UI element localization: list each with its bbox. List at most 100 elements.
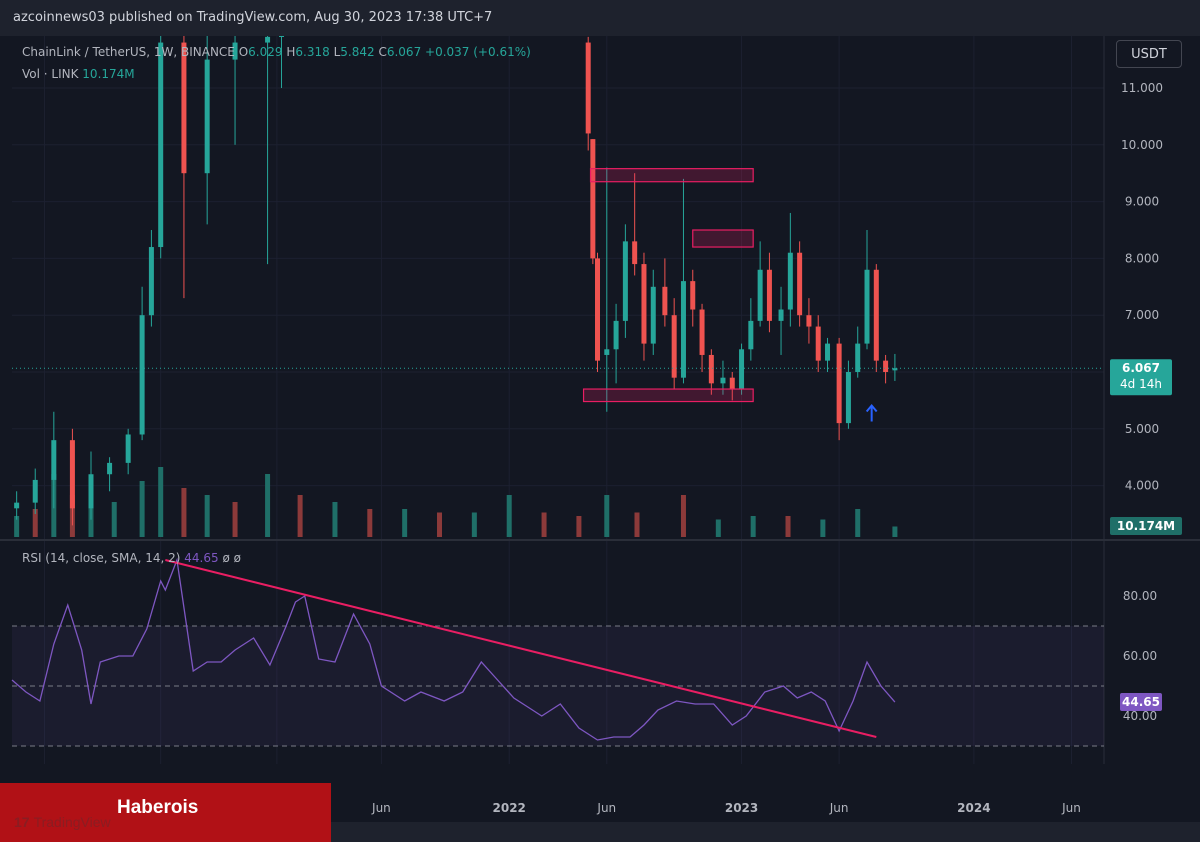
volume-bar xyxy=(855,509,861,537)
range-zone xyxy=(582,388,754,403)
price-tick-label: 11.000 xyxy=(1121,81,1163,95)
legend-c-label: C xyxy=(378,45,387,59)
candle-body xyxy=(232,42,238,60)
candle-body xyxy=(662,286,668,316)
candle-body xyxy=(622,241,628,321)
volume-bar xyxy=(367,509,373,537)
zones xyxy=(12,168,1104,422)
candle-body xyxy=(32,479,38,503)
candle-body xyxy=(757,269,763,321)
tradingview-logo: 17 TradingView xyxy=(14,814,111,830)
legend-symbol: ChainLink / TetherUS, 1W, BINANCE xyxy=(22,45,235,59)
legend-rsi-extra: ø ø xyxy=(222,551,241,565)
volume-bar xyxy=(576,516,582,537)
rsi-line xyxy=(11,557,896,741)
time-tick-label: 2022 xyxy=(493,801,526,815)
volume-bar xyxy=(680,495,686,537)
currency-button[interactable]: USDT xyxy=(1116,40,1182,68)
candle-body xyxy=(158,42,164,248)
candle-body xyxy=(815,326,821,361)
candle-body xyxy=(107,462,113,475)
candle-body xyxy=(604,349,610,355)
volume-bar xyxy=(332,502,338,537)
candle-body xyxy=(797,252,803,316)
rsi-trendline xyxy=(165,559,877,738)
candle-body xyxy=(148,247,154,316)
candle-body xyxy=(590,139,596,259)
candle-body xyxy=(708,354,714,384)
volume-bar xyxy=(158,467,164,537)
legend-l: 5.842 xyxy=(340,45,375,59)
time-tick-label: Jun xyxy=(829,801,849,815)
candle-body xyxy=(69,440,75,509)
volume-bar xyxy=(471,512,477,537)
range-zone xyxy=(589,168,754,183)
arrow-up-icon xyxy=(865,403,878,422)
chart-canvas[interactable]: 11.00010.0009.0008.0007.0006.0005.0004.0… xyxy=(0,36,1200,822)
volume-bar xyxy=(437,512,443,537)
volume-bar xyxy=(232,502,238,537)
volume-bar xyxy=(204,495,210,537)
volume-bar xyxy=(785,516,791,537)
candle-body xyxy=(613,320,619,350)
candle-body xyxy=(680,281,686,378)
countdown-label: 4d 14h xyxy=(1120,377,1162,391)
publisher-bar: azcoinnews03 published on TradingView.co… xyxy=(0,0,1200,36)
candles xyxy=(14,36,898,526)
candle-body xyxy=(729,377,735,390)
volume-bar xyxy=(14,516,20,537)
candle-body xyxy=(632,241,638,265)
candle-body xyxy=(139,315,145,435)
candle-body xyxy=(641,264,647,344)
legend-h: 6.318 xyxy=(295,45,330,59)
rsi-legend: RSI (14, close, SMA, 14, 2) 44.65 ø ø xyxy=(22,551,241,565)
volume-bar xyxy=(181,488,187,537)
tradingview-logo-icon: 17 xyxy=(14,814,30,830)
tradingview-logo-text: TradingView xyxy=(33,814,111,830)
price-tick-label: 5.000 xyxy=(1125,422,1159,436)
candle-body xyxy=(787,252,793,310)
candle-body xyxy=(739,349,745,390)
legend-vol-label: Vol · LINK xyxy=(22,67,79,81)
candle-body xyxy=(265,36,271,43)
volume-tag-label: 10.174M xyxy=(1117,519,1175,533)
candle-body xyxy=(51,440,57,480)
rsi-tick-label: 80.00 xyxy=(1123,589,1157,603)
rsi-pane xyxy=(11,557,896,741)
badge-name: Haberois xyxy=(117,797,199,818)
price-tick-label: 9.000 xyxy=(1125,195,1159,209)
candle-body xyxy=(690,281,696,310)
legend-l-label: L xyxy=(333,45,341,59)
price-tick-label: 8.000 xyxy=(1125,251,1159,265)
volume-bar xyxy=(892,526,898,537)
volume-bar xyxy=(297,495,303,537)
last-price-label: 6.067 xyxy=(1122,361,1160,375)
rsi-background xyxy=(12,625,1104,747)
legend-rsi-label: RSI (14, close, SMA, 14, 2) xyxy=(22,551,181,565)
price-tick-label: 10.000 xyxy=(1121,138,1163,152)
volume-bar xyxy=(32,509,38,537)
publisher-line: azcoinnews03 published on TradingView.co… xyxy=(13,10,493,25)
candle-body xyxy=(181,42,187,174)
last-price-tag xyxy=(1110,359,1172,396)
volume-bars xyxy=(14,467,898,537)
volume-bar xyxy=(506,495,512,537)
candle-body xyxy=(88,474,94,509)
candle-body xyxy=(720,377,726,384)
volume-bar xyxy=(634,512,640,537)
volume-bar xyxy=(604,495,610,537)
candle-body xyxy=(671,315,677,378)
rsi-tick-label: 60.00 xyxy=(1123,649,1157,663)
candle-body xyxy=(836,343,842,424)
candle-body xyxy=(778,309,784,321)
candle-body xyxy=(825,343,831,361)
candle-body xyxy=(594,258,600,361)
legend-rsi-value: 44.65 xyxy=(184,551,219,565)
candle-body xyxy=(855,343,861,372)
volume-bar xyxy=(139,481,145,537)
candle-body xyxy=(864,269,870,344)
time-tick-label: Jun xyxy=(1061,801,1081,815)
candle-body xyxy=(873,269,879,361)
candle-body xyxy=(125,434,131,463)
candle-body xyxy=(766,269,772,321)
